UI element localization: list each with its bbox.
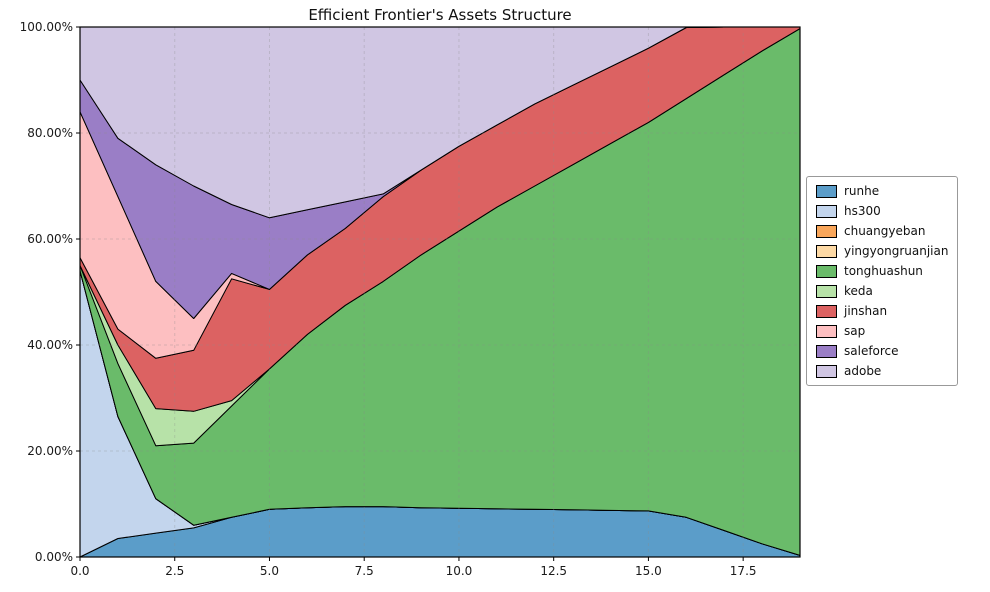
legend-item-jinshan: jinshan bbox=[816, 304, 948, 318]
legend-swatch-jinshan bbox=[816, 304, 837, 318]
legend-swatch-keda bbox=[816, 284, 837, 298]
x-tick-label: 15.0 bbox=[635, 564, 662, 578]
legend-item-tonghuashun: tonghuashun bbox=[816, 264, 948, 278]
y-tick-label: 60.00% bbox=[27, 232, 73, 246]
x-tick-label: 7.5 bbox=[355, 564, 374, 578]
legend-label: sap bbox=[844, 324, 866, 338]
legend-item-runhe: runhe bbox=[816, 184, 948, 198]
x-tick-label: 0.0 bbox=[70, 564, 89, 578]
plot-border bbox=[79, 26, 801, 558]
legend-item-hs300: hs300 bbox=[816, 204, 948, 218]
x-tick-label: 17.5 bbox=[730, 564, 757, 578]
legend-item-saleforce: saleforce bbox=[816, 344, 948, 358]
legend-label: hs300 bbox=[844, 204, 881, 218]
legend-swatch-chuangyeban bbox=[816, 224, 837, 238]
legend-item-adobe: adobe bbox=[816, 364, 948, 378]
legend: runhe hs300 chuangyeban yingyongruanjian ton… bbox=[806, 176, 959, 386]
x-tick-label: 12.5 bbox=[540, 564, 567, 578]
legend-swatch-hs300 bbox=[816, 204, 837, 218]
y-tick-label: 100.00% bbox=[20, 20, 73, 34]
legend-label: tonghuashun bbox=[844, 264, 923, 278]
legend-swatch-adobe bbox=[816, 364, 837, 378]
legend-item-sap: sap bbox=[816, 324, 948, 338]
y-tick-label: 40.00% bbox=[27, 338, 73, 352]
legend-item-yingyongruanjian: yingyongruanjian bbox=[816, 244, 948, 258]
legend-label: saleforce bbox=[844, 344, 899, 358]
x-tick-label: 5.0 bbox=[260, 564, 279, 578]
legend-swatch-yingyongruanjian bbox=[816, 244, 837, 258]
legend-swatch-tonghuashun bbox=[816, 264, 837, 278]
chart-title: Efficient Frontier's Assets Structure bbox=[308, 6, 572, 24]
y-tick-label: 20.00% bbox=[27, 444, 73, 458]
legend-label: runhe bbox=[844, 184, 880, 198]
legend-swatch-saleforce bbox=[816, 344, 837, 358]
y-tick-label: 80.00% bbox=[27, 126, 73, 140]
legend-label: chuangyeban bbox=[844, 224, 926, 238]
legend-swatch-sap bbox=[816, 324, 837, 338]
legend-item-keda: keda bbox=[816, 284, 948, 298]
legend-label: keda bbox=[844, 284, 873, 298]
y-tick-label: 0.00% bbox=[35, 550, 73, 564]
legend-label: jinshan bbox=[844, 304, 888, 318]
legend-item-chuangyeban: chuangyeban bbox=[816, 224, 948, 238]
x-tick-label: 10.0 bbox=[446, 564, 473, 578]
legend-label: yingyongruanjian bbox=[844, 244, 949, 258]
legend-swatch-runhe bbox=[816, 184, 837, 198]
x-tick-label: 2.5 bbox=[165, 564, 184, 578]
legend-label: adobe bbox=[844, 364, 882, 378]
